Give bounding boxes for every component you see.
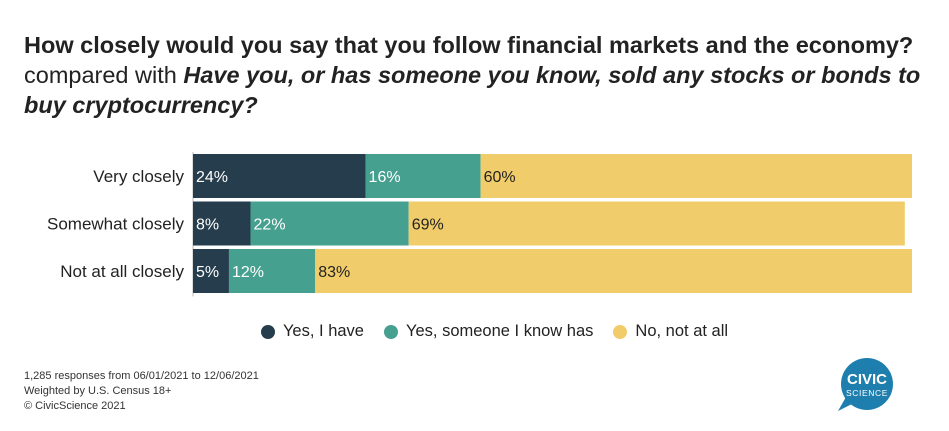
data-label: 24% (196, 169, 228, 186)
bar-segment (193, 201, 251, 246)
chart-title: How closely would you say that you follo… (24, 30, 934, 120)
footnote-copyright: © CivicScience 2021 (24, 400, 126, 412)
data-label: 16% (369, 169, 401, 186)
data-label: 12% (232, 264, 264, 281)
title-connector: compared with (24, 62, 184, 88)
category-label: Very closely (93, 167, 184, 186)
legend-label: No, not at all (635, 322, 729, 340)
legend-label: Yes, someone I know has (405, 322, 594, 340)
logo-text-science: SCIENCE (846, 388, 888, 398)
data-label: 69% (412, 217, 444, 234)
footnote-weighting: Weighted by U.S. Census 18+ (24, 385, 172, 397)
bar-segment (315, 249, 913, 293)
bar-segment (193, 154, 366, 198)
bar-segment (250, 201, 409, 246)
data-label: 60% (484, 169, 516, 186)
data-label: 22% (254, 217, 286, 234)
category-label: Somewhat closely (47, 215, 185, 234)
logo-text-civic: CIVIC (847, 371, 887, 388)
legend-item-no-not-at-all: No, not at all (613, 322, 728, 341)
legend-swatch (383, 324, 398, 339)
bar-segment (193, 249, 229, 293)
legend-swatch (613, 324, 628, 339)
legend-swatch (260, 324, 275, 339)
legend-item-yes-i-have: Yes, I have (260, 322, 364, 341)
bar-segment (365, 154, 481, 198)
bar-segment (228, 249, 316, 293)
footnote: 1,285 responses from 06/01/2021 to 12/06… (24, 369, 259, 414)
category-label: Not at all closely (60, 262, 184, 281)
legend-item-someone-i-know: Yes, someone I know has (383, 322, 594, 341)
bar-segment (408, 201, 905, 246)
bar-segment (480, 154, 912, 198)
legend-label: Yes, I have (282, 322, 364, 340)
title-italic: Have you, or has someone you know, sold … (24, 62, 921, 118)
data-label: 5% (196, 264, 219, 281)
civicscience-logo: CIVIC SCIENCE (838, 358, 893, 411)
stacked-bar-chart: Very closely 24% 16% 60% Somewhat closely 8% 2… (47, 152, 913, 297)
data-label: 83% (318, 264, 350, 281)
chart-legend: Yes, I have Yes, someone I know has No, … (0, 322, 949, 341)
footnote-responses: 1,285 responses from 06/01/2021 to 12/06… (24, 370, 259, 382)
data-label: 8% (196, 217, 219, 234)
title-bold: How closely would you say that you follo… (24, 32, 914, 58)
